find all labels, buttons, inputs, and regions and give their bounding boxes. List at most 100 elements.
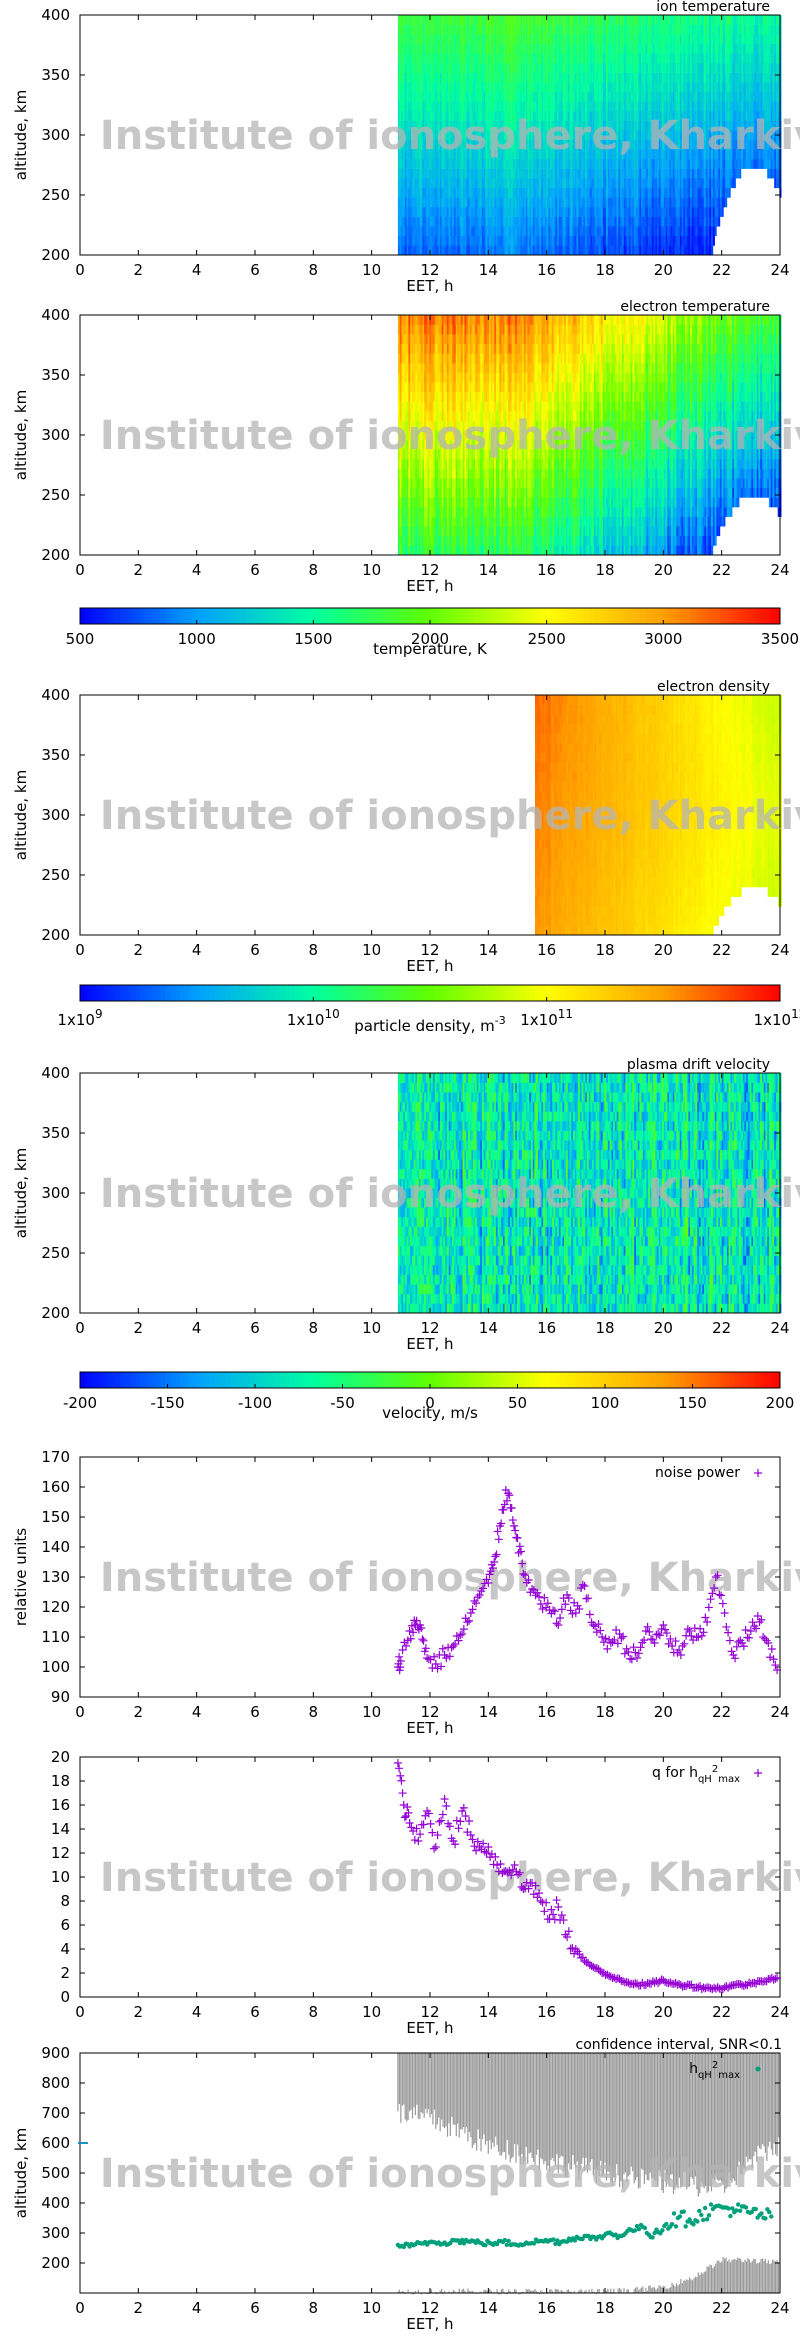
heatmap-cell <box>401 120 404 131</box>
heatmap-cell <box>634 139 637 150</box>
heatmap-cell <box>536 159 539 169</box>
heatmap-cell <box>467 207 470 217</box>
heatmap-cell <box>438 245 441 256</box>
heatmap-cell <box>691 159 694 169</box>
heatmap-cell <box>571 159 574 169</box>
heatmap-cell <box>425 168 428 179</box>
heatmap-cell <box>446 72 449 83</box>
heatmap-cell <box>448 168 451 179</box>
heatmap-cell <box>613 207 616 217</box>
heatmap-cell <box>592 24 595 35</box>
heatmap-cell <box>571 91 574 102</box>
heatmap-cell <box>613 168 616 179</box>
heatmap-cell <box>674 216 677 227</box>
heatmap-cell <box>648 168 651 179</box>
heatmap-cell <box>581 207 584 217</box>
heatmap-cell <box>597 43 600 54</box>
heatmap-cell <box>663 235 666 246</box>
heatmap-cell <box>448 197 451 208</box>
heatmap-cell <box>635 139 638 150</box>
heatmap-cell <box>404 130 407 141</box>
heatmap-cell <box>439 63 442 73</box>
heatmap-cell <box>474 53 477 64</box>
heatmap-cell <box>397 34 400 45</box>
heatmap-cell <box>527 53 530 64</box>
heatmap-cell <box>576 43 579 54</box>
heatmap-cell <box>670 235 673 246</box>
heatmap-cell <box>536 72 539 83</box>
heatmap-cell <box>476 15 479 25</box>
heatmap-cell <box>551 226 554 237</box>
heatmap-cell <box>516 207 519 217</box>
heatmap-cell <box>712 168 715 179</box>
heatmap-cell <box>527 168 530 179</box>
heatmap-cell <box>560 197 563 208</box>
heatmap-cell <box>534 235 537 246</box>
heatmap-cell <box>457 139 460 150</box>
heatmap-cell <box>417 187 420 198</box>
heatmap-cell <box>572 207 575 217</box>
heatmap-cell <box>534 216 537 227</box>
heatmap-cell <box>415 111 418 121</box>
heatmap-cell <box>450 91 453 102</box>
heatmap-cell <box>539 149 542 160</box>
heatmap-cell <box>725 197 728 208</box>
heatmap-cell <box>637 168 640 179</box>
heatmap-cell <box>506 178 509 189</box>
heatmap-cell <box>436 207 439 217</box>
heatmap-cell <box>445 72 448 83</box>
heatmap-cell <box>476 178 479 189</box>
heatmap-cell <box>688 72 691 83</box>
heatmap-cell <box>558 226 561 237</box>
heatmap-cell <box>406 187 409 198</box>
heatmap-cell <box>627 101 630 112</box>
heatmap-cell <box>613 235 616 246</box>
heatmap-cell <box>628 63 631 73</box>
heatmap-cell <box>450 207 453 217</box>
heatmap-cell <box>445 120 448 131</box>
heatmap-cell <box>581 43 584 54</box>
heatmap-cell <box>651 159 654 169</box>
heatmap-cell <box>541 226 544 237</box>
heatmap-cell <box>609 226 612 237</box>
heatmap-cell <box>630 216 633 227</box>
heatmap-cell <box>460 159 463 169</box>
heatmap-cell <box>663 91 666 102</box>
heatmap-cell <box>523 111 526 121</box>
heatmap-cell <box>733 43 736 54</box>
heatmap-cell <box>632 101 635 112</box>
heatmap-cell <box>413 82 416 93</box>
heatmap-cell <box>733 63 736 73</box>
heatmap-cell <box>466 168 469 179</box>
heatmap-cell <box>583 168 586 179</box>
heatmap-cell <box>471 235 474 246</box>
heatmap-cell <box>551 53 554 64</box>
heatmap-cell <box>648 226 651 237</box>
heatmap-cell <box>576 130 579 141</box>
heatmap-cell <box>557 235 560 246</box>
heatmap-cell <box>639 34 642 45</box>
heatmap-cell <box>560 149 563 160</box>
heatmap-cell <box>607 197 610 208</box>
heatmap-cell <box>653 235 656 246</box>
heatmap-cell <box>660 53 663 64</box>
heatmap-cell <box>569 149 572 160</box>
heatmap-cell <box>656 63 659 73</box>
heatmap-cell <box>443 91 446 102</box>
heatmap-cell <box>628 120 631 131</box>
heatmap-cell <box>536 197 539 208</box>
heatmap-cell <box>578 72 581 83</box>
heatmap-cell <box>583 101 586 112</box>
heatmap-cell <box>597 130 600 141</box>
heatmap-cell <box>630 197 633 208</box>
heatmap-cell <box>541 207 544 217</box>
heatmap-cell <box>485 168 488 179</box>
heatmap-cell <box>642 235 645 246</box>
heatmap-cell <box>446 24 449 35</box>
heatmap-cell <box>490 91 493 102</box>
heatmap-cell <box>408 187 411 198</box>
heatmap-cell <box>469 130 472 141</box>
heatmap-cell <box>585 43 588 54</box>
heatmap-cell <box>509 226 512 237</box>
heatmap-cell <box>520 111 523 121</box>
